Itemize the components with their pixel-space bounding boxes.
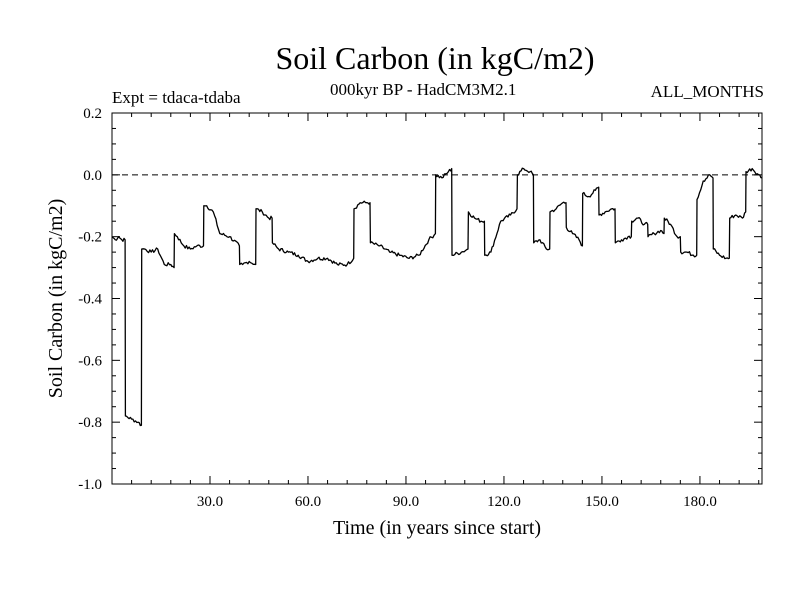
chart-title: Soil Carbon (in kgC/m2) [275, 40, 595, 76]
x-tick-label: 120.0 [487, 494, 521, 510]
experiment-label: Expt = tdaca-tdaba [112, 88, 241, 107]
labels-layer: 0.2 0.0 -0.2 -0.4 -0.6 -0.8 -1.0 30.0 60.0 90.0 12… [45, 106, 717, 539]
x-tick-label: 90.0 [393, 494, 419, 510]
period-label: ALL_MONTHS [650, 82, 764, 101]
plot-frame [111, 112, 763, 485]
x-tick-label: 180.0 [683, 494, 717, 510]
x-axis-label: Time (in years since start) [333, 517, 541, 539]
y-tick-label: -0.6 [78, 353, 102, 369]
series-layer [111, 167, 763, 427]
y-tick-label: -0.8 [78, 415, 102, 431]
y-tick-label: -1.0 [78, 477, 102, 493]
x-tick-label: 30.0 [197, 494, 223, 510]
x-tick-label: 150.0 [585, 494, 619, 510]
y-axis-label: Soil Carbon (in kgC/m2) [45, 199, 67, 398]
x-tick-label: 60.0 [295, 494, 321, 510]
y-tick-label: 0.2 [83, 106, 102, 122]
axes [111, 112, 763, 485]
chart-subtitle: 000kyr BP - HadCM3M2.1 [330, 80, 517, 99]
y-tick-label: -0.2 [78, 230, 102, 246]
y-tick-label: -0.4 [78, 292, 102, 308]
series-line [111, 167, 763, 427]
y-tick-label: 0.0 [83, 168, 102, 184]
